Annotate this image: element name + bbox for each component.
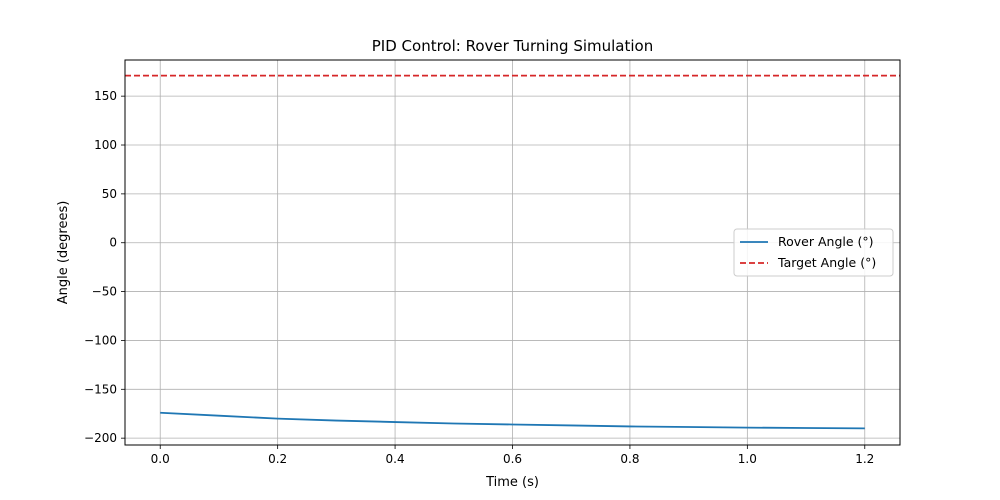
- x-tick-label: 1.0: [738, 452, 757, 466]
- legend: Rover Angle (°) Target Angle (°): [733, 228, 894, 277]
- y-tick-label: 100: [94, 138, 117, 152]
- y-tick-label: 50: [102, 187, 117, 201]
- y-tick-label: 0: [109, 236, 117, 250]
- grid: [125, 60, 900, 445]
- x-tick-label: 0.2: [268, 452, 287, 466]
- series-line-0: [160, 411, 865, 430]
- chart-title: PID Control: Rover Turning Simulation: [372, 37, 653, 55]
- legend-label-target-angle: Target Angle (°): [777, 255, 876, 270]
- x-tick-label: 0.8: [620, 452, 639, 466]
- y-tick-label: −150: [84, 382, 117, 396]
- y-tick-label: −200: [84, 431, 117, 445]
- x-tick-label: 0.0: [151, 452, 170, 466]
- legend-box: [733, 228, 894, 277]
- x-tick-label: 0.6: [503, 452, 522, 466]
- x-axis-label: Time (s): [485, 475, 539, 490]
- plot-lines: [125, 74, 900, 430]
- ticks: 0.0 0.2 0.4 0.6 0.8 1.0 1.2 −200 −150 −100 −50 0 50 1…: [84, 89, 874, 466]
- x-tick-label: 1.2: [855, 452, 874, 466]
- legend-label-rover-angle: Rover Angle (°): [778, 234, 874, 249]
- x-tick-label: 0.4: [386, 452, 405, 466]
- y-axis-label: Angle (degrees): [56, 201, 71, 305]
- y-tick-label: −50: [92, 285, 117, 299]
- y-tick-label: 150: [94, 89, 117, 103]
- y-tick-label: −100: [84, 333, 117, 347]
